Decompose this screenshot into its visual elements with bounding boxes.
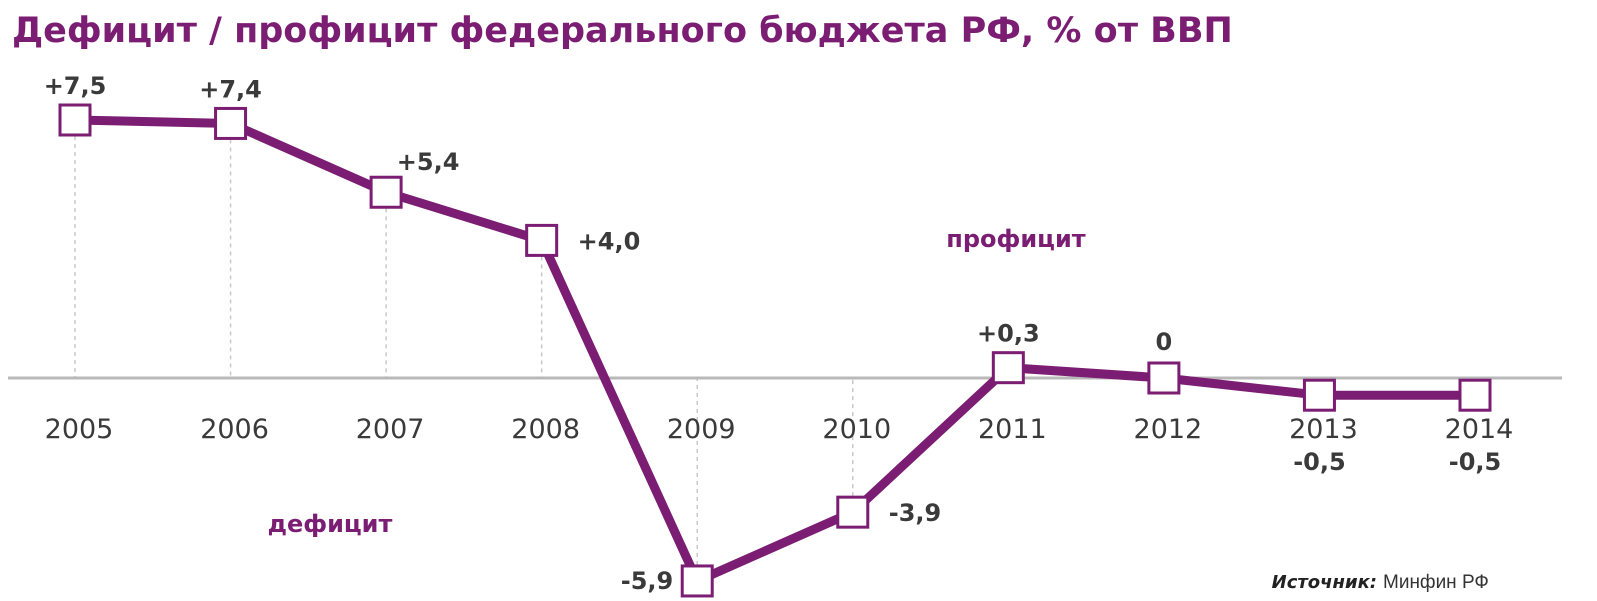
data-point-2013 <box>1302 378 1336 412</box>
data-point-2007 <box>369 175 403 209</box>
x-tick-label-2012: 2012 <box>1134 414 1203 445</box>
data-point-markers <box>58 103 1492 598</box>
data-label-2014: -0,5 <box>1449 448 1501 476</box>
data-point-2011 <box>991 351 1025 385</box>
x-tick-label-2013: 2013 <box>1289 414 1358 445</box>
x-axis-tick-labels: 2005 2006 2007 2008 2009 2010 2011 2012 2013 2014 <box>45 414 1514 445</box>
data-label-2005: +7,5 <box>44 72 107 100</box>
data-label-2006: +7,4 <box>199 75 262 103</box>
data-label-2012: 0 <box>1156 328 1173 356</box>
data-point-2009 <box>680 564 714 598</box>
deficit-zone-label: дефицит <box>268 510 393 538</box>
data-label-2011: +0,3 <box>977 320 1040 348</box>
data-label-2007: +5,4 <box>397 148 460 176</box>
data-point-2006 <box>214 106 248 140</box>
data-value-labels: +7,5 +7,4 +5,4 +4,0 -5,9 -3,9 +0,3 0 -0,5 -0,5 <box>44 72 1502 595</box>
data-point-2005 <box>58 103 92 137</box>
data-point-2008 <box>525 223 559 257</box>
x-tick-label-2014: 2014 <box>1445 414 1514 445</box>
x-tick-label-2011: 2011 <box>978 414 1047 445</box>
source-key: Источник: <box>1272 572 1377 593</box>
data-label-2013: -0,5 <box>1293 448 1345 476</box>
x-tick-label-2008: 2008 <box>511 414 580 445</box>
chart-title: Дефицит / профицит федерального бюджета … <box>12 11 1233 51</box>
source-value: Минфин РФ <box>1383 572 1489 593</box>
data-label-2009: -5,9 <box>621 567 673 595</box>
data-point-2014 <box>1458 378 1492 412</box>
x-tick-label-2007: 2007 <box>356 414 425 445</box>
series-line <box>70 115 1480 586</box>
data-label-2010: -3,9 <box>889 499 941 527</box>
x-tick-label-2009: 2009 <box>667 414 736 445</box>
surplus-zone-label: профицит <box>946 225 1085 253</box>
data-label-2008: +4,0 <box>578 227 641 255</box>
x-tick-label-2010: 2010 <box>822 414 891 445</box>
data-point-2010 <box>836 495 870 529</box>
x-tick-label-2005: 2005 <box>45 414 114 445</box>
x-tick-label-2006: 2006 <box>200 414 269 445</box>
data-point-2012 <box>1147 361 1181 395</box>
